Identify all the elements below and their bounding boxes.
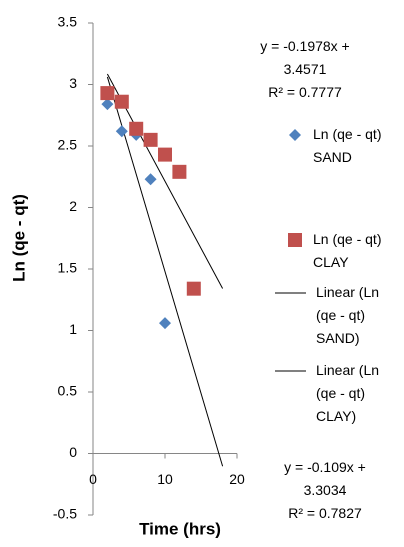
trendline-equation: y = -0.109x + 3.3034 [284, 459, 366, 498]
legend-label: Linear (Ln (qe - qt) CLAY) [316, 362, 380, 424]
point [115, 125, 128, 138]
y-tick-label: 0.5 [58, 383, 78, 399]
y-tick-label: 1 [69, 321, 77, 337]
legend-label: Ln (qe - qt) SAND [313, 126, 382, 165]
y-tick-label: -0.5 [53, 506, 77, 522]
y-axis-title: Ln (qe - qt) [9, 194, 28, 282]
point [114, 94, 129, 109]
point [172, 164, 187, 179]
x-tick-label: 10 [157, 471, 173, 487]
legend-label: Linear (Ln (qe - qt) SAND) [316, 284, 380, 346]
r-squared: R² = 0.7777 [268, 84, 342, 100]
r-squared: R² = 0.7827 [288, 505, 362, 521]
y-tick-label: 2 [69, 198, 77, 214]
x-tick-label: 0 [89, 471, 97, 487]
legend-marker [288, 233, 302, 247]
y-tick-label: 1.5 [58, 260, 78, 276]
point [158, 147, 172, 162]
x-axis-title: Time (hrs) [139, 519, 221, 538]
point [129, 121, 144, 136]
legend-label: Ln (qe - qt) CLAY [313, 231, 382, 270]
y-tick-label: 3.5 [58, 14, 78, 30]
point [100, 86, 115, 101]
point [159, 317, 171, 330]
point [144, 173, 157, 186]
point [101, 98, 114, 111]
trendline-equation: y = -0.1978x + 3.4571 [260, 38, 350, 77]
trendline [106, 73, 224, 289]
point [143, 132, 158, 147]
y-tick-label: 2.5 [58, 137, 78, 153]
y-tick-label: 0 [69, 444, 77, 460]
legend-marker [289, 129, 301, 141]
y-tick-label: 3 [69, 75, 77, 91]
point [186, 281, 201, 296]
x-tick-label: 20 [229, 471, 245, 487]
trendline [106, 76, 224, 467]
